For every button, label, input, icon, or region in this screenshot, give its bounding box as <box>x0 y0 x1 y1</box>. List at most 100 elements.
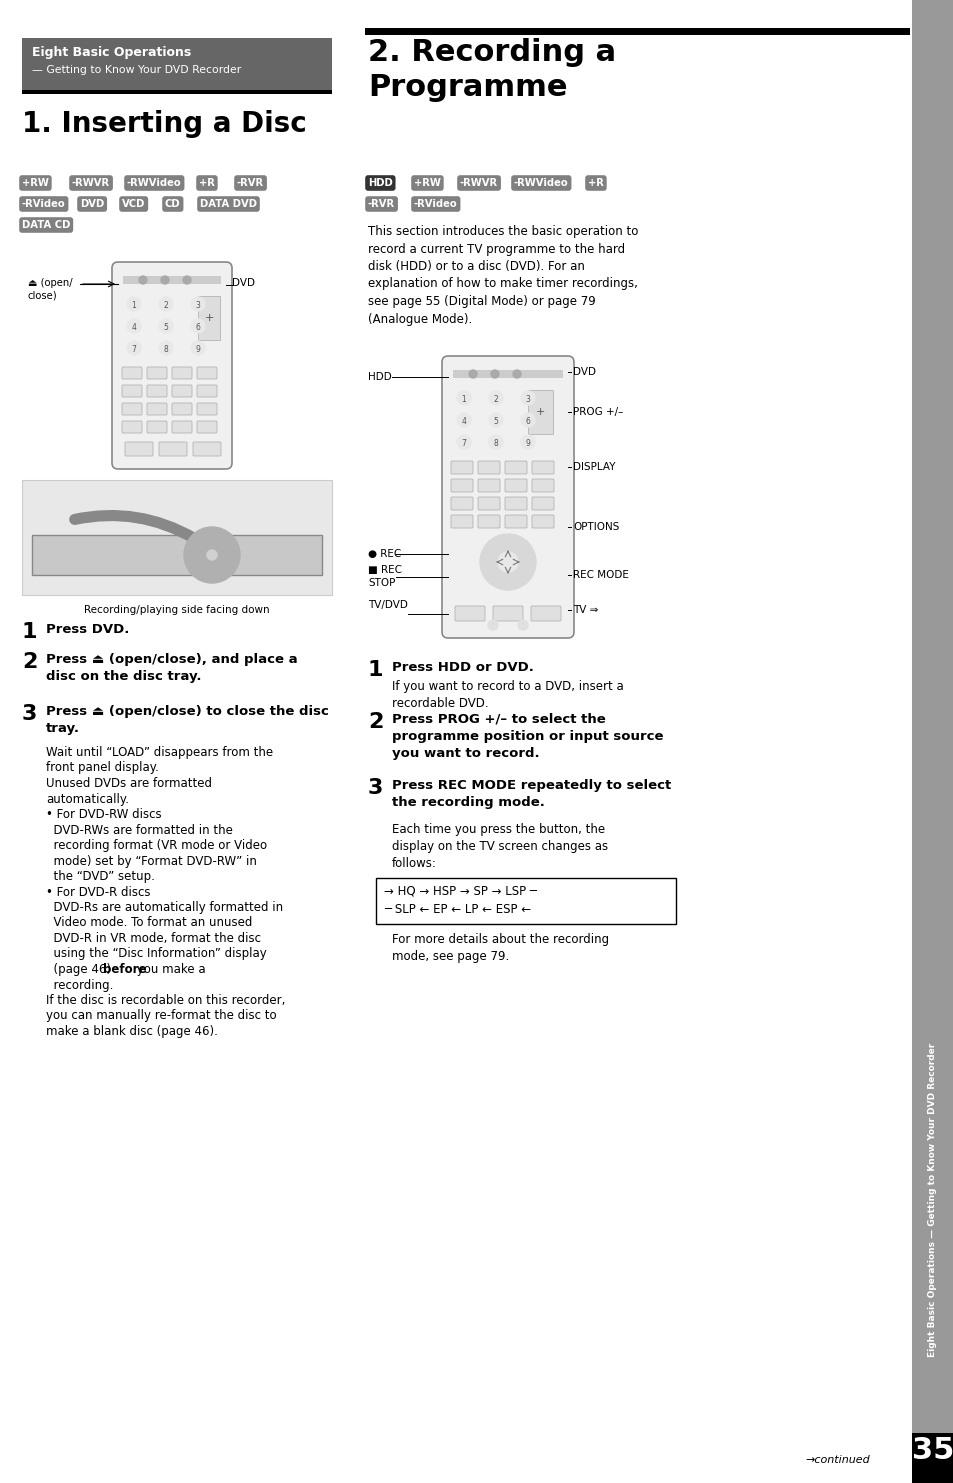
Text: 1: 1 <box>368 660 383 681</box>
FancyBboxPatch shape <box>196 421 216 433</box>
Text: 7: 7 <box>132 344 136 353</box>
FancyBboxPatch shape <box>532 479 554 492</box>
Text: TV ⇒: TV ⇒ <box>573 605 598 615</box>
Text: • For DVD-RW discs: • For DVD-RW discs <box>46 808 161 822</box>
Circle shape <box>456 412 471 427</box>
Text: DATA CD: DATA CD <box>22 219 71 230</box>
FancyBboxPatch shape <box>196 366 216 380</box>
FancyBboxPatch shape <box>112 262 232 469</box>
Text: +R: +R <box>199 178 214 188</box>
FancyBboxPatch shape <box>441 356 574 638</box>
FancyBboxPatch shape <box>504 479 526 492</box>
Circle shape <box>191 297 205 311</box>
Circle shape <box>139 276 147 285</box>
Text: STOP: STOP <box>368 578 395 587</box>
FancyBboxPatch shape <box>122 403 142 415</box>
Text: +RW: +RW <box>414 178 440 188</box>
Text: 3: 3 <box>368 779 383 798</box>
Text: ■ REC: ■ REC <box>368 565 401 575</box>
Text: 4: 4 <box>132 322 136 332</box>
Text: PROG +/–: PROG +/– <box>573 406 622 417</box>
Text: Press ⏏ (open/close) to close the disc
tray.: Press ⏏ (open/close) to close the disc t… <box>46 704 329 736</box>
Text: Press HDD or DVD.: Press HDD or DVD. <box>392 661 534 673</box>
Text: 1. Inserting a Disc: 1. Inserting a Disc <box>22 110 307 138</box>
Text: DVD: DVD <box>232 277 254 288</box>
Text: If the disc is recordable on this recorder,: If the disc is recordable on this record… <box>46 994 285 1007</box>
Text: front panel display.: front panel display. <box>46 761 159 774</box>
Text: 1: 1 <box>132 301 136 310</box>
Text: 1: 1 <box>22 621 37 642</box>
Text: before: before <box>103 962 147 976</box>
FancyBboxPatch shape <box>196 403 216 415</box>
Bar <box>32 535 322 575</box>
Circle shape <box>159 297 172 311</box>
Text: →continued: →continued <box>804 1455 869 1465</box>
FancyBboxPatch shape <box>451 497 473 510</box>
FancyBboxPatch shape <box>147 403 167 415</box>
Circle shape <box>191 341 205 354</box>
Text: 2. Recording a
Programme: 2. Recording a Programme <box>368 39 616 102</box>
Text: ─ SLP ← EP ← LP ← ESP ←: ─ SLP ← EP ← LP ← ESP ← <box>384 903 531 916</box>
Text: Press ⏏ (open/close), and place a
disc on the disc tray.: Press ⏏ (open/close), and place a disc o… <box>46 653 297 684</box>
FancyBboxPatch shape <box>172 421 192 433</box>
Circle shape <box>489 435 502 449</box>
Text: DVD-Rs are automatically formatted in: DVD-Rs are automatically formatted in <box>46 902 283 914</box>
Text: Video mode. To format an unused: Video mode. To format an unused <box>46 916 253 930</box>
Text: HDD: HDD <box>368 372 392 383</box>
FancyBboxPatch shape <box>493 607 522 621</box>
Bar <box>911 1433 953 1483</box>
Text: 6: 6 <box>195 322 200 332</box>
FancyBboxPatch shape <box>172 403 192 415</box>
FancyBboxPatch shape <box>451 461 473 475</box>
Text: -RWVideo: -RWVideo <box>514 178 568 188</box>
FancyBboxPatch shape <box>504 497 526 510</box>
Bar <box>375 878 676 924</box>
Bar <box>453 369 562 378</box>
Circle shape <box>184 526 240 583</box>
Circle shape <box>161 276 169 285</box>
Text: For more details about the recording
mode, see page 79.: For more details about the recording mod… <box>392 933 608 962</box>
FancyBboxPatch shape <box>147 421 167 433</box>
Text: ● REC: ● REC <box>368 549 401 559</box>
FancyBboxPatch shape <box>477 497 499 510</box>
Text: make a blank disc (page 46).: make a blank disc (page 46). <box>46 1025 217 1038</box>
FancyBboxPatch shape <box>504 515 526 528</box>
Circle shape <box>127 319 141 334</box>
Text: 2: 2 <box>493 394 497 403</box>
Circle shape <box>127 297 141 311</box>
Text: Press DVD.: Press DVD. <box>46 623 130 636</box>
Text: -RVideo: -RVideo <box>414 199 457 209</box>
FancyBboxPatch shape <box>455 607 484 621</box>
Text: 9: 9 <box>525 439 530 448</box>
Bar <box>365 28 909 36</box>
Text: Press REC MODE repeatedly to select
the recording mode.: Press REC MODE repeatedly to select the … <box>392 779 671 810</box>
Text: ⏏ (open/
close): ⏏ (open/ close) <box>28 277 72 301</box>
FancyBboxPatch shape <box>532 515 554 528</box>
Text: • For DVD-R discs: • For DVD-R discs <box>46 885 151 899</box>
Bar <box>198 297 220 340</box>
Text: HDD: HDD <box>368 178 393 188</box>
Circle shape <box>159 341 172 354</box>
Circle shape <box>479 534 536 590</box>
Circle shape <box>207 550 216 561</box>
Bar <box>22 39 332 90</box>
FancyBboxPatch shape <box>477 461 499 475</box>
Text: recording.: recording. <box>46 979 113 992</box>
Circle shape <box>520 435 535 449</box>
Circle shape <box>127 341 141 354</box>
Text: Eight Basic Operations: Eight Basic Operations <box>32 46 191 59</box>
Text: 2: 2 <box>368 712 383 733</box>
FancyBboxPatch shape <box>532 497 554 510</box>
Text: DVD: DVD <box>573 366 596 377</box>
Bar <box>527 390 553 435</box>
Text: 2: 2 <box>164 301 168 310</box>
FancyBboxPatch shape <box>147 366 167 380</box>
Text: Eight Basic Operations — Getting to Know Your DVD Recorder: Eight Basic Operations — Getting to Know… <box>927 1043 937 1357</box>
FancyBboxPatch shape <box>504 461 526 475</box>
Text: 1: 1 <box>461 394 466 403</box>
Text: +RW: +RW <box>22 178 49 188</box>
Circle shape <box>489 392 502 405</box>
Circle shape <box>497 552 517 572</box>
FancyBboxPatch shape <box>147 386 167 397</box>
Circle shape <box>191 319 205 334</box>
